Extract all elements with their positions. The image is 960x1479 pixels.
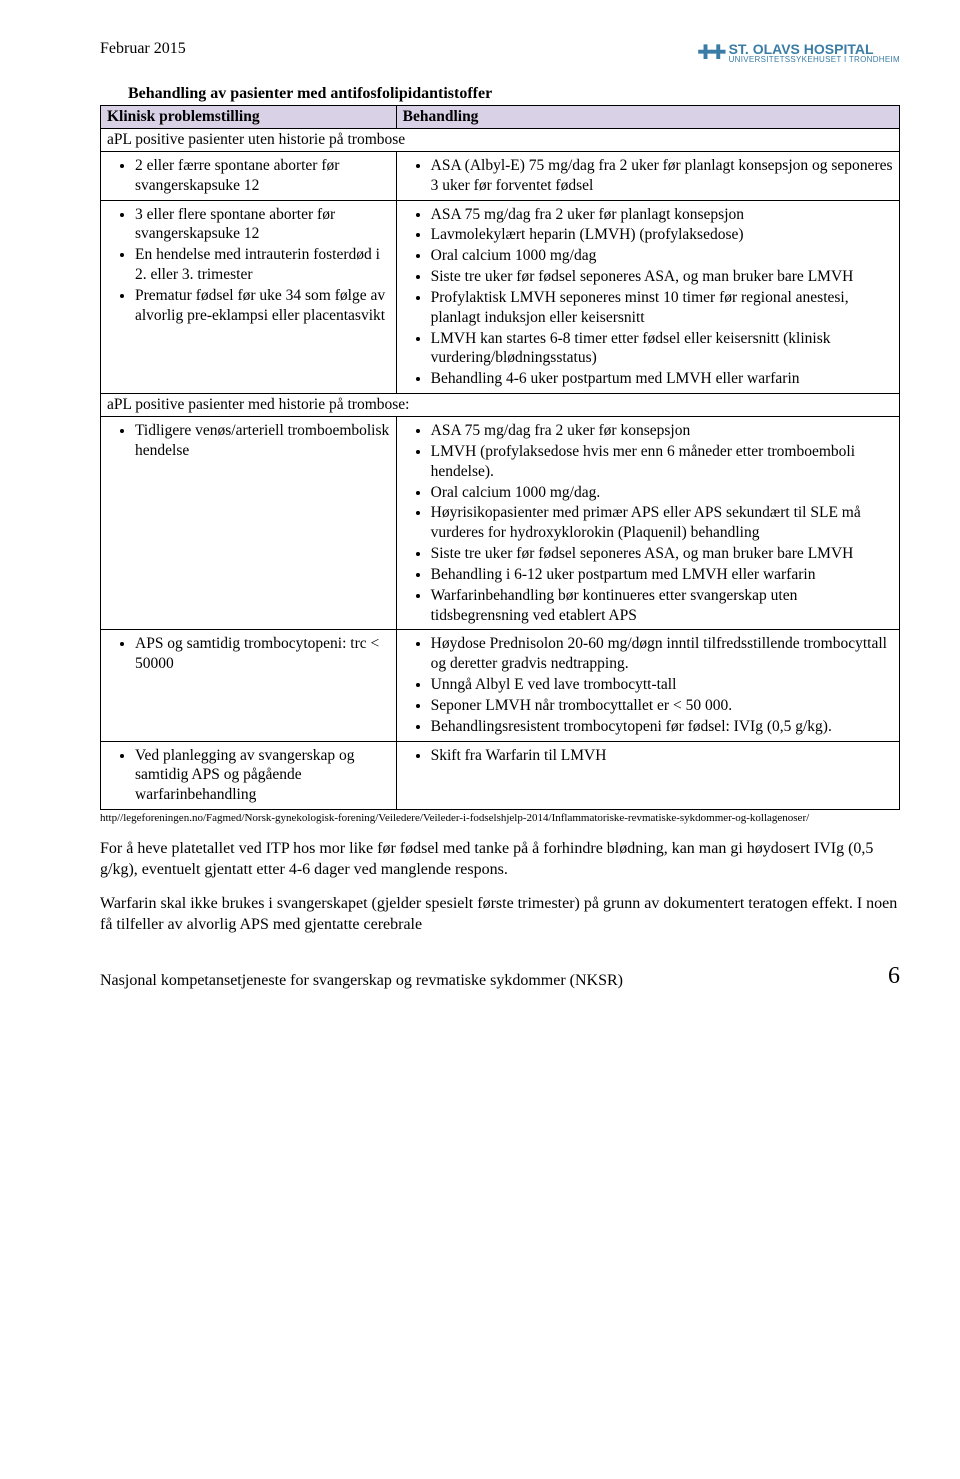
body-paragraph-2: Warfarin skal ikke brukes i svangerskape… [100, 894, 900, 935]
section-2-title: aPL positive pasienter med historie på t… [101, 394, 900, 417]
list-item: Unngå Albyl E ved lave trombocytt-tall [431, 675, 893, 695]
cell-left: 2 eller færre spontane aborter før svang… [101, 152, 397, 201]
cell-left: APS og samtidig trombocytopeni: trc < 50… [101, 630, 397, 741]
table-row: Tidligere venøs/arteriell tromboembolisk… [101, 417, 900, 630]
cell-list: ASA (Albyl-E) 75 mg/dag fra 2 uker før p… [403, 156, 893, 196]
cell-list: ASA 75 mg/dag fra 2 uker før planlagt ko… [403, 205, 893, 389]
list-item: Prematur fødsel før uke 34 som følge av … [135, 286, 390, 326]
page: Februar 2015 ✚✚ ST. OLAVS HOSPITAL UNIVE… [0, 0, 960, 1020]
page-header: Februar 2015 ✚✚ ST. OLAVS HOSPITAL UNIVE… [100, 40, 900, 65]
list-item: Oral calcium 1000 mg/dag [431, 246, 893, 266]
list-item: Siste tre uker før fødsel seponeres ASA,… [431, 267, 893, 287]
logo-cross-icon: ✚✚ [697, 40, 723, 65]
cell-list: Ved planlegging av svangerskap og samtid… [107, 746, 390, 805]
header-date: Februar 2015 [100, 40, 186, 58]
cell-right: ASA 75 mg/dag fra 2 uker før planlagt ko… [396, 200, 899, 393]
cell-left: Ved planlegging av svangerskap og samtid… [101, 741, 397, 809]
logo-text: ST. OLAVS HOSPITAL UNIVERSITETSSYKEHUSET… [729, 42, 900, 64]
list-item: Høydose Prednisolon 20-60 mg/døgn inntil… [431, 634, 893, 674]
list-item: Skift fra Warfarin til LMVH [431, 746, 893, 766]
cell-left: Tidligere venøs/arteriell tromboembolisk… [101, 417, 397, 630]
logo-sub: UNIVERSITETSSYKEHUSET I TRONDHEIM [729, 56, 900, 64]
cell-list: APS og samtidig trombocytopeni: trc < 50… [107, 634, 390, 674]
cell-right: ASA (Albyl-E) 75 mg/dag fra 2 uker før p… [396, 152, 899, 201]
treatment-table: Klinisk problemstilling Behandling aPL p… [100, 105, 900, 810]
cell-list: Skift fra Warfarin til LMVH [403, 746, 893, 766]
table-row: Ved planlegging av svangerskap og samtid… [101, 741, 900, 809]
table-header-row: Klinisk problemstilling Behandling [101, 106, 900, 129]
list-item: Profylaktisk LMVH seponeres minst 10 tim… [431, 288, 893, 328]
section-1-title: aPL positive pasienter uten historie på … [101, 129, 900, 152]
list-item: En hendelse med intrauterin fosterdød i … [135, 245, 390, 285]
list-item: Behandlingsresistent trombocytopeni før … [431, 717, 893, 737]
cell-list: 2 eller færre spontane aborter før svang… [107, 156, 390, 196]
footer-text: Nasjonal kompetansetjeneste for svangers… [100, 972, 623, 990]
list-item: ASA 75 mg/dag fra 2 uker før planlagt ko… [431, 205, 893, 225]
list-item: Behandling i 6-12 uker postpartum med LM… [431, 565, 893, 585]
cell-list: Høydose Prednisolon 20-60 mg/døgn inntil… [403, 634, 893, 736]
table-row: APS og samtidig trombocytopeni: trc < 50… [101, 630, 900, 741]
cell-list: Tidligere venøs/arteriell tromboembolisk… [107, 421, 390, 461]
cell-list: 3 eller flere spontane aborter før svang… [107, 205, 390, 326]
col-header-treatment: Behandling [396, 106, 899, 129]
cell-list: ASA 75 mg/dag fra 2 uker før konsepsjonL… [403, 421, 893, 625]
list-item: Høyrisikopasienter med primær APS eller … [431, 503, 893, 543]
cell-right: ASA 75 mg/dag fra 2 uker før konsepsjonL… [396, 417, 899, 630]
section-row-1: aPL positive pasienter uten historie på … [101, 129, 900, 152]
page-number: 6 [888, 963, 900, 990]
cell-right: Skift fra Warfarin til LMVH [396, 741, 899, 809]
section-row-2: aPL positive pasienter med historie på t… [101, 394, 900, 417]
list-item: 2 eller færre spontane aborter før svang… [135, 156, 390, 196]
list-item: Ved planlegging av svangerskap og samtid… [135, 746, 390, 805]
hospital-logo: ✚✚ ST. OLAVS HOSPITAL UNIVERSITETSSYKEHU… [697, 40, 900, 65]
table-row: 3 eller flere spontane aborter før svang… [101, 200, 900, 393]
list-item: LMVH kan startes 6-8 timer etter fødsel … [431, 329, 893, 369]
col-header-problem: Klinisk problemstilling [101, 106, 397, 129]
list-item: Warfarinbehandling bør kontinueres etter… [431, 586, 893, 626]
table-row: 2 eller færre spontane aborter før svang… [101, 152, 900, 201]
page-footer: Nasjonal kompetansetjeneste for svangers… [100, 963, 900, 990]
list-item: APS og samtidig trombocytopeni: trc < 50… [135, 634, 390, 674]
list-item: 3 eller flere spontane aborter før svang… [135, 205, 390, 245]
document-title: Behandling av pasienter med antifosfolip… [128, 85, 900, 103]
list-item: Seponer LMVH når trombocyttallet er < 50… [431, 696, 893, 716]
list-item: Siste tre uker før fødsel seponeres ASA,… [431, 544, 893, 564]
list-item: Lavmolekylært heparin (LMVH) (profylakse… [431, 225, 893, 245]
list-item: ASA (Albyl-E) 75 mg/dag fra 2 uker før p… [431, 156, 893, 196]
list-item: ASA 75 mg/dag fra 2 uker før konsepsjon [431, 421, 893, 441]
body-paragraph-1: For å heve platetallet ved ITP hos mor l… [100, 839, 900, 880]
list-item: Behandling 4-6 uker postpartum med LMVH … [431, 369, 893, 389]
list-item: LMVH (profylaksedose hvis mer enn 6 måne… [431, 442, 893, 482]
list-item: Tidligere venøs/arteriell tromboembolisk… [135, 421, 390, 461]
cell-right: Høydose Prednisolon 20-60 mg/døgn inntil… [396, 630, 899, 741]
logo-main: ST. OLAVS HOSPITAL [729, 42, 900, 56]
reference-url: http//legeforeningen.no/Fagmed/Norsk-gyn… [100, 812, 900, 825]
cell-left: 3 eller flere spontane aborter før svang… [101, 200, 397, 393]
list-item: Oral calcium 1000 mg/dag. [431, 483, 893, 503]
